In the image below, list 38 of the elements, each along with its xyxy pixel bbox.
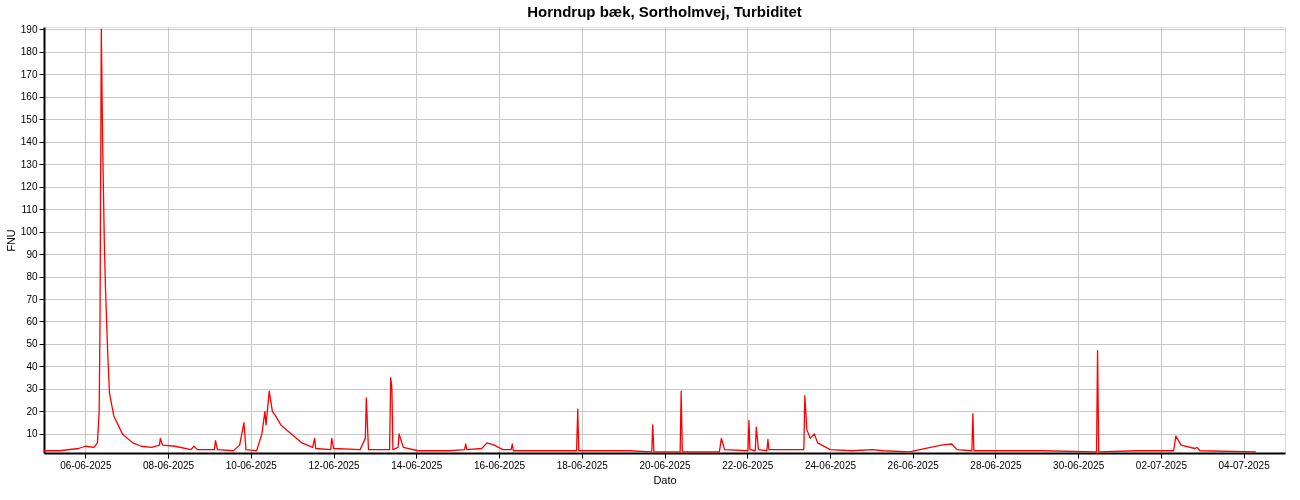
x-tick-label: 28-06-2025	[970, 459, 1022, 471]
y-tick-label: 180	[20, 46, 38, 58]
x-tick-label: 04-07-2025	[1218, 459, 1271, 471]
y-tick-label: 50	[26, 338, 38, 350]
y-tick-label: 60	[26, 315, 38, 327]
y-tick-label: 20	[26, 405, 38, 417]
y-axis-title: FNU	[4, 229, 17, 252]
y-tick-label: 70	[26, 293, 38, 305]
x-tick-label: 16-06-2025	[473, 459, 526, 471]
x-tick-label: 26-06-2025	[887, 459, 940, 471]
x-axis-title: Dato	[653, 473, 677, 486]
y-tick-label: 150	[20, 113, 38, 125]
x-tick-label: 18-06-2025	[556, 459, 609, 471]
y-tick-label: 160	[20, 91, 38, 103]
x-tick-label: 06-06-2025	[60, 459, 112, 471]
x-tick-label: 30-06-2025	[1053, 459, 1105, 471]
y-tick-label: 40	[26, 360, 38, 372]
y-tick-label: 80	[26, 271, 38, 283]
y-tick-label: 140	[20, 136, 38, 148]
y-tick-label: 190	[20, 23, 38, 35]
y-tick-label: 110	[21, 203, 38, 215]
x-tick-label: 02-07-2025	[1135, 459, 1188, 471]
y-tick-label: 130	[20, 158, 38, 170]
line-series	[43, 28, 1257, 453]
x-tick-label: 20-06-2025	[639, 459, 692, 471]
y-tick-label: 30	[26, 383, 38, 395]
x-tick-label: 08-06-2025	[143, 459, 195, 471]
x-tick-label: 24-06-2025	[804, 459, 857, 471]
y-tick-label: 100	[20, 226, 38, 238]
y-tick-label: 10	[26, 428, 38, 440]
y-tick-label: 170	[20, 68, 38, 80]
x-tick-label: 14-06-2025	[391, 459, 443, 471]
x-tick-label: 10-06-2025	[225, 459, 278, 471]
chart-title: Horndrup bæk, Sortholmvej, Turbiditet	[527, 3, 802, 21]
y-tick-label: 120	[20, 181, 38, 193]
y-tick-label: 90	[26, 248, 38, 260]
x-tick-label: 12-06-2025	[308, 459, 361, 471]
x-tick-label: 22-06-2025	[722, 459, 774, 471]
